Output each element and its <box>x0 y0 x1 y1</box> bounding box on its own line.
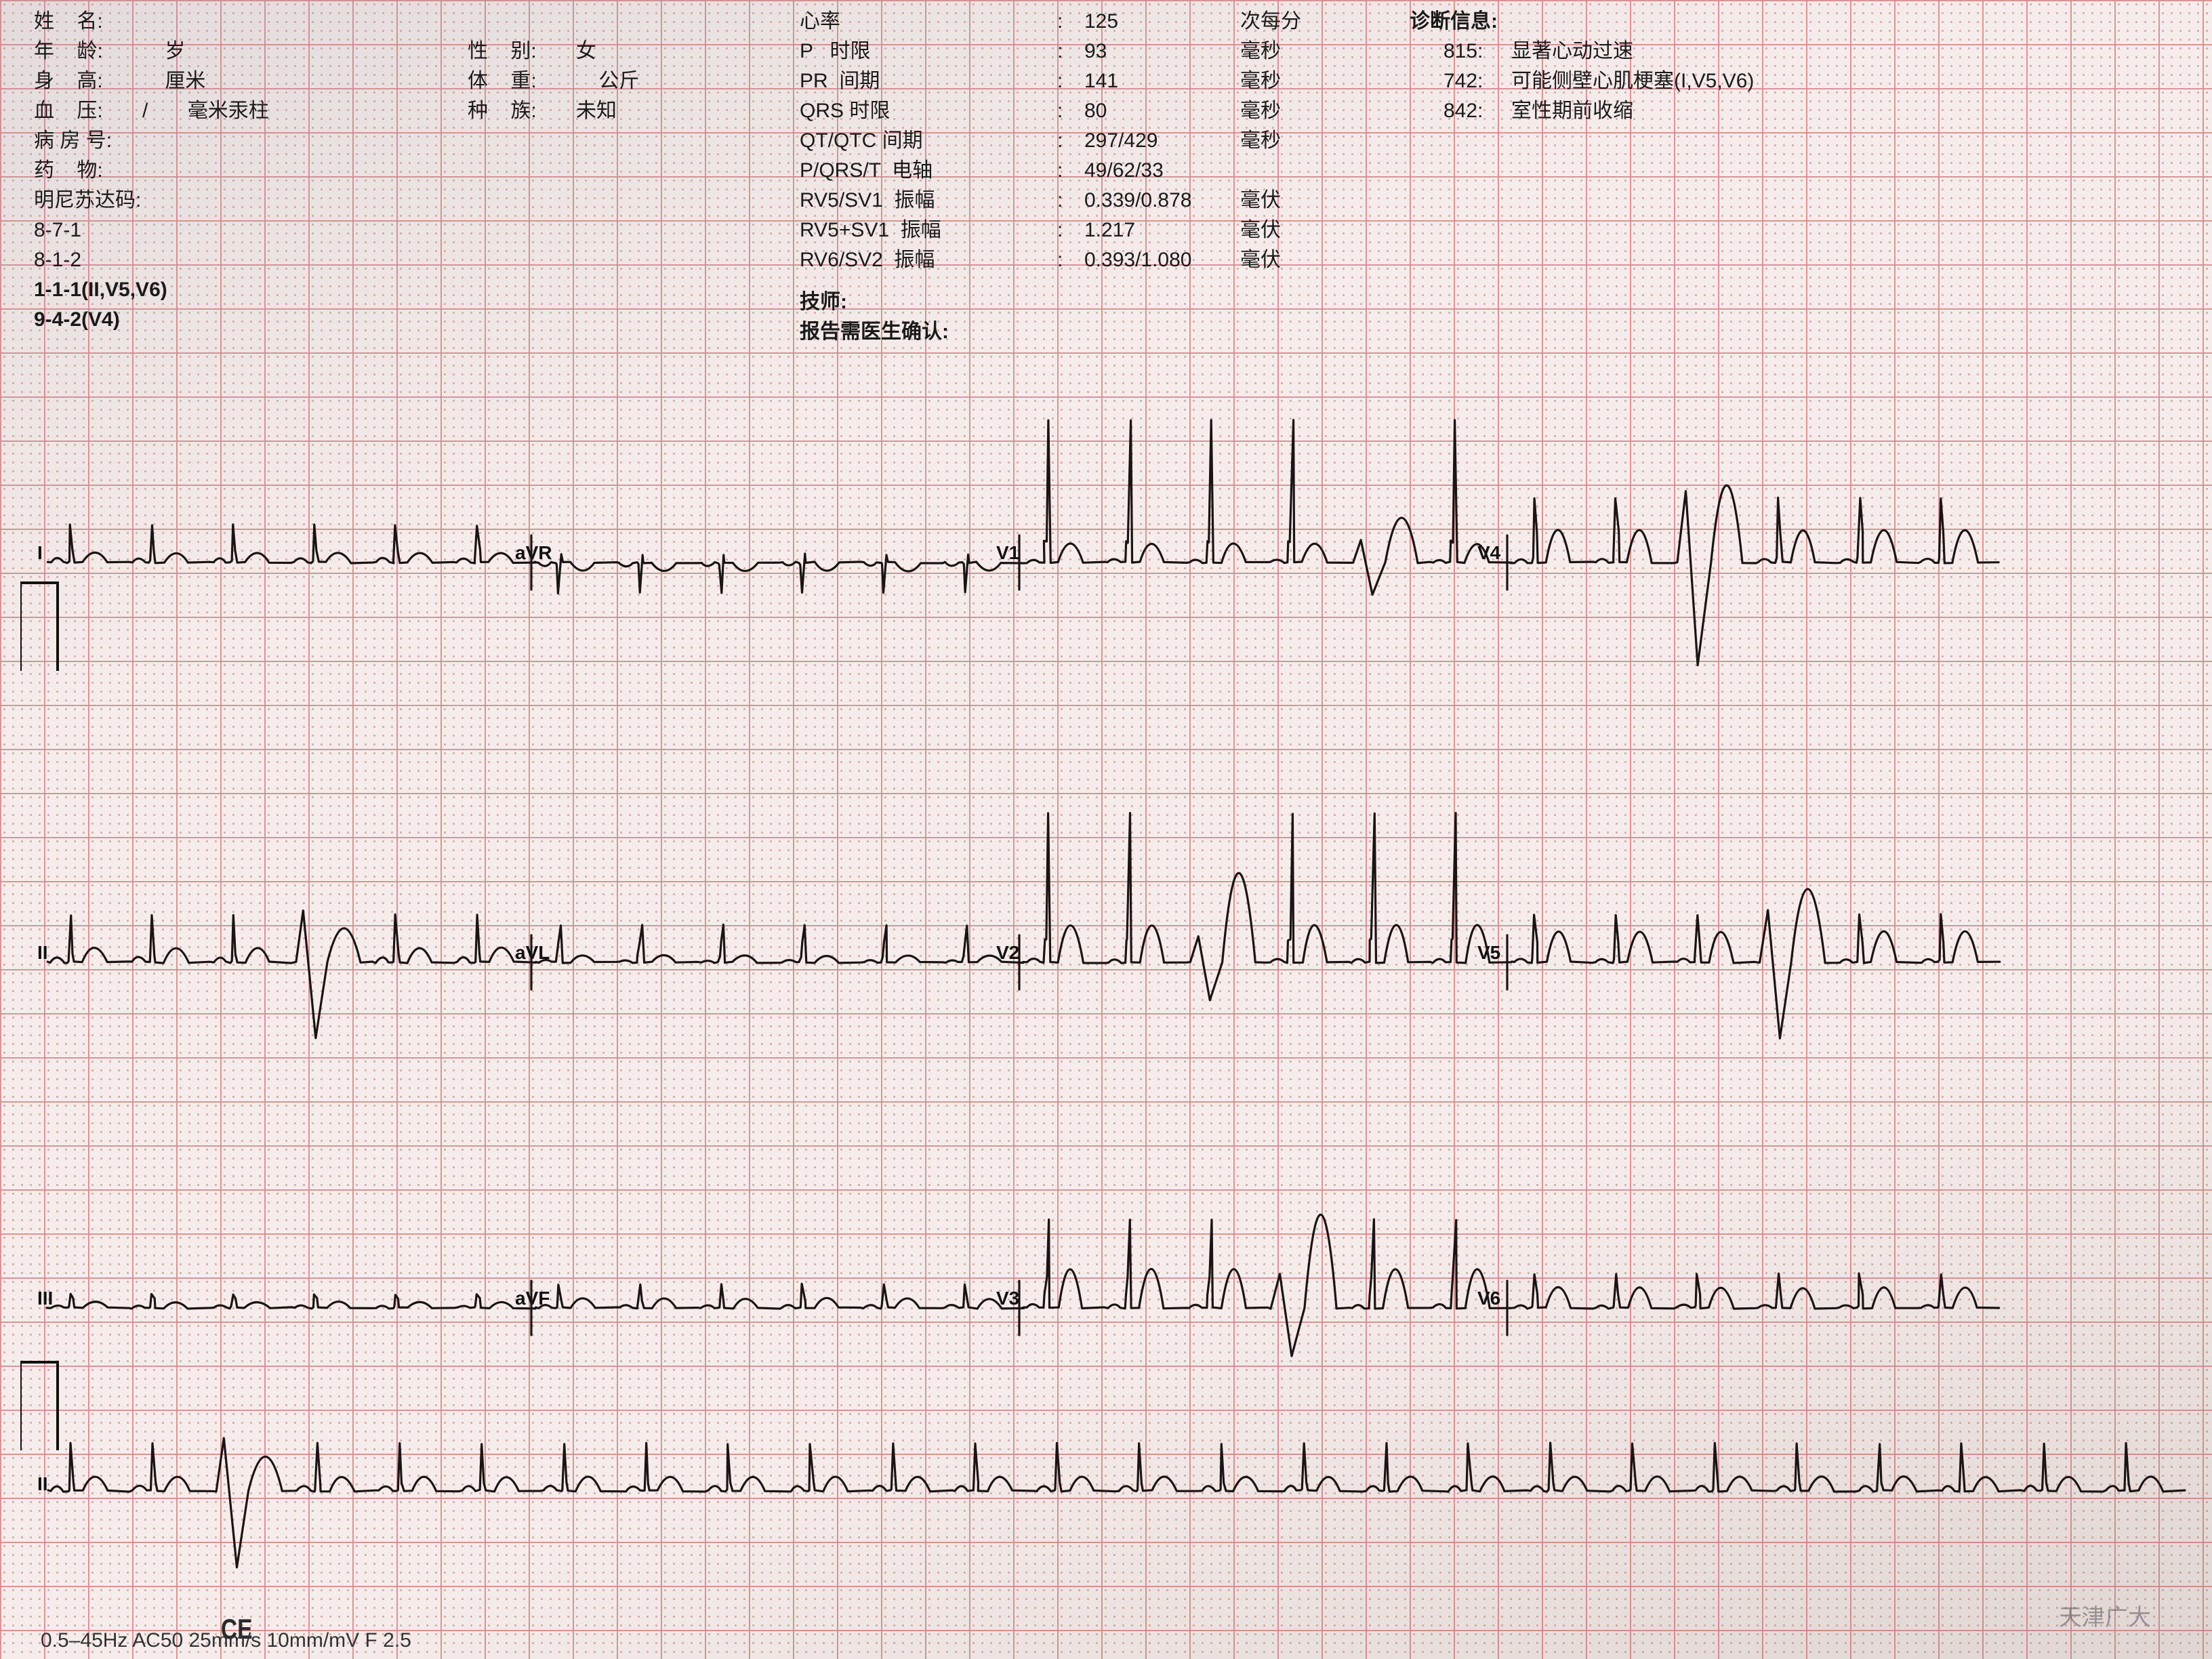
label-name: 姓 名: <box>34 7 103 37</box>
meas-label: PR 间期 <box>800 66 880 96</box>
label-height: 身 高: 厘米 <box>34 66 205 96</box>
meas-unit: 毫伏 <box>1240 216 1281 245</box>
label-sex: 性 别: <box>468 37 537 66</box>
meas-label: P/QRS/T 电轴 <box>800 156 933 186</box>
meas-value: 49/62/33 <box>1084 156 1164 186</box>
meas-colon: : <box>1057 7 1063 37</box>
meas-label: RV5+SV1 振幅 <box>800 216 941 245</box>
mn-code-2: 1-1-1(II,V5,V6) <box>34 275 167 305</box>
diag-title: 诊断信息: <box>1410 7 1498 37</box>
label-room: 病 房 号: <box>34 126 112 156</box>
brand-watermark: 天津广大 <box>2059 1599 2151 1632</box>
diag-text: 室性期前收缩 <box>1511 96 1633 126</box>
meas-colon: : <box>1057 216 1063 245</box>
value-sex: 女 <box>576 37 596 66</box>
diag-text: 显著心动过速 <box>1511 37 1633 66</box>
meas-value: 80 <box>1084 96 1107 126</box>
ecg-row-0 <box>0 386 2212 739</box>
trace-V5 <box>1512 889 2000 1038</box>
label-confirm: 报告需医生确认: <box>800 317 949 347</box>
ecg-row-3 <box>0 1315 2212 1659</box>
meas-colon: : <box>1057 37 1063 66</box>
trace-aVL <box>535 924 1023 963</box>
diag-code: 815: <box>1443 37 1483 66</box>
meas-unit: 毫秒 <box>1240 37 1281 66</box>
meas-colon: : <box>1057 186 1063 216</box>
mn-code-0: 8-7-1 <box>34 216 81 245</box>
meas-unit: 毫秒 <box>1240 126 1281 156</box>
diag-code: 842: <box>1443 96 1483 126</box>
label-bp: 血 压: / 毫米汞柱 <box>34 96 269 126</box>
ecg-paper: 姓 名: 年 龄: 岁 身 高: 厘米 血 压: / 毫米汞柱 病 房 号: 药… <box>0 0 2212 1659</box>
trace-V1 <box>1023 420 1512 595</box>
trace-II <box>48 1438 2185 1568</box>
label-tech: 技师: <box>800 287 847 317</box>
label-age: 年 龄: 岁 <box>34 37 185 66</box>
trace-III <box>47 1294 535 1309</box>
trace-aVR <box>535 554 1023 594</box>
meas-colon: : <box>1057 245 1063 275</box>
meas-value: 141 <box>1084 66 1118 96</box>
ecg-row-1 <box>0 786 2212 1139</box>
meas-label: RV5/SV1 振幅 <box>800 186 935 216</box>
trace-II <box>47 911 536 1038</box>
meas-value: 0.339/0.878 <box>1084 186 1191 216</box>
trace-aVF <box>535 1284 1024 1309</box>
trace-I <box>47 525 535 563</box>
meas-label: RV6/SV2 振幅 <box>800 245 935 275</box>
trace-V2 <box>1023 813 1511 1000</box>
meas-value: 93 <box>1084 37 1107 66</box>
meas-label: QRS 时限 <box>800 96 890 126</box>
meas-colon: : <box>1057 96 1063 126</box>
trace-V4 <box>1511 485 1999 665</box>
meas-label: 心率 <box>800 7 840 37</box>
label-weight: 体 重: 公斤 <box>468 66 639 96</box>
meas-label: QT/QTC 间期 <box>800 126 923 156</box>
meas-colon: : <box>1057 126 1063 156</box>
meas-unit: 毫秒 <box>1240 66 1281 96</box>
meas-value: 297/429 <box>1084 126 1158 156</box>
meas-unit: 次每分 <box>1240 7 1301 37</box>
label-med: 药 物: <box>34 156 103 186</box>
meas-colon: : <box>1057 156 1063 186</box>
meas-value: 1.217 <box>1084 216 1135 245</box>
diag-text: 可能侧壁心肌梗塞(I,V5,V6) <box>1511 66 1754 96</box>
trace-V6 <box>1511 1273 1999 1309</box>
mn-code-3: 9-4-2(V4) <box>34 305 120 335</box>
meas-unit: 毫伏 <box>1240 245 1281 275</box>
meas-colon: : <box>1057 66 1063 96</box>
value-race: 未知 <box>576 96 617 126</box>
footer-settings: 0.5–45Hz AC50 25mm/s 10mm/mV F 2.5 <box>41 1629 411 1652</box>
meas-value: 0.393/1.080 <box>1084 245 1191 275</box>
mn-code-1: 8-1-2 <box>34 245 81 275</box>
meas-unit: 毫伏 <box>1240 186 1281 216</box>
meas-label: P 时限 <box>800 37 870 66</box>
meas-unit: 毫秒 <box>1240 96 1281 126</box>
meas-value: 125 <box>1084 7 1118 37</box>
diag-code: 742: <box>1443 66 1483 96</box>
label-race: 种 族: <box>468 96 537 126</box>
label-minnesota: 明尼苏达码: <box>34 186 141 216</box>
